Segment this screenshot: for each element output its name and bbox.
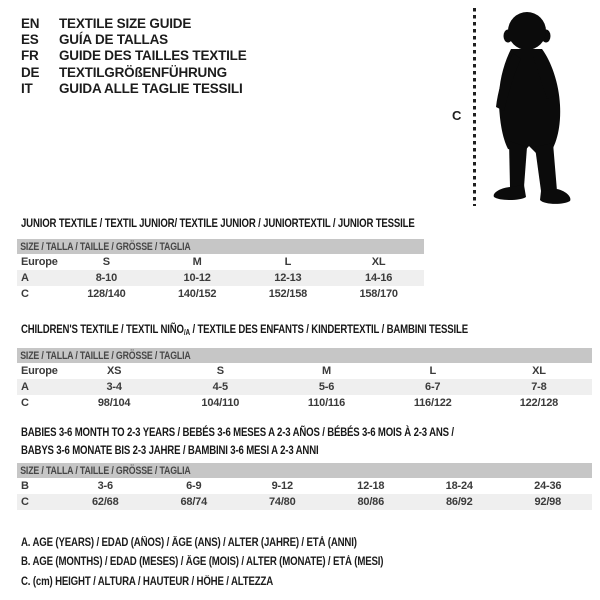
cell-value: M: [322, 365, 331, 377]
row-label: A: [21, 272, 29, 284]
cell-value: L: [284, 256, 292, 268]
footnote-c: C. (cm) HEIGHT / ALTURA / HAUTEUR / HÖHE…: [21, 575, 274, 588]
cell-value: XL: [371, 256, 386, 268]
language-title: GUIDA ALLE TAGLIE TESSILI: [59, 80, 243, 96]
title-line-1: BABIES 3-6 MONTH TO 2-3 YEARS / BEBÉS 3-…: [21, 425, 454, 439]
cell-value: 6-9: [186, 480, 202, 492]
cell-value: XL: [532, 365, 546, 377]
baby-silhouette-icon: [493, 12, 571, 204]
cell-value: M: [192, 256, 202, 268]
language-row-en: EN TEXTILE SIZE GUIDE: [21, 15, 247, 31]
row-label: C: [21, 496, 29, 508]
row-label: A: [21, 381, 29, 393]
language-title: TEXTILE SIZE GUIDE: [59, 15, 192, 31]
junior-table: SIZE / TALLA / TAILLE / GRÖSSE / TAGLIA …: [17, 239, 424, 302]
cell-value: 140/152: [177, 288, 217, 300]
cell-value: 92/98: [534, 496, 562, 508]
cell-value: S: [102, 256, 110, 268]
cell-value: 74/80: [268, 496, 296, 508]
cell-value: 116/122: [413, 397, 452, 409]
language-code: FR: [21, 48, 39, 64]
height-measure-label: C: [452, 108, 462, 123]
table-row-a: A 8-10 10-12 12-13 14-16: [17, 270, 424, 286]
table-row-a: A 3-4 4-5 5-6 6-7 7-8: [17, 379, 592, 395]
table-row-c: C 62/68 68/74 74/80 80/86 86/92 92/98: [17, 494, 592, 510]
cell-value: 62/68: [91, 496, 119, 508]
footnotes: A. AGE (YEARS) / EDAD (AÑOS) / ÂGE (ANS)…: [21, 537, 452, 595]
cell-value: 4-5: [212, 381, 229, 393]
row-label: C: [21, 288, 29, 300]
row-label: Europe: [21, 365, 58, 377]
title-text: CHILDREN'S TEXTILE / TEXTIL NIÑO: [21, 322, 184, 336]
cell-value: 8-10: [95, 272, 117, 284]
language-code: DE: [21, 64, 40, 80]
title-subscript: /A: [183, 328, 190, 337]
language-row-it: IT GUIDA ALLE TAGLIE TESSILI: [21, 80, 247, 96]
language-title: TEXTILGRÖßENFÜHRUNG: [59, 64, 227, 80]
junior-table-title: JUNIOR TEXTILE / TEXTIL JUNIOR/ TEXTILE …: [21, 216, 415, 230]
size-header-bar: SIZE / TALLA / TAILLE / GRÖSSE / TAGLIA: [17, 239, 424, 254]
cell-value: 3-4: [106, 381, 122, 393]
table-row-c: C 128/140 140/152 152/158 158/170: [17, 286, 424, 302]
cell-value: 68/74: [180, 496, 208, 508]
language-legend: EN TEXTILE SIZE GUIDE ES GUÍA DE TALLAS …: [21, 15, 247, 96]
children-table-title: CHILDREN'S TEXTILE / TEXTIL NIÑO/A / TEX…: [21, 322, 468, 337]
cell-value: 12-13: [274, 272, 302, 284]
table-row-b: B 3-6 6-9 9-12 12-18 18-24 24-36: [17, 478, 592, 494]
table-row-europe: Europe XS S M L XL: [17, 363, 592, 379]
size-header-label: SIZE / TALLA / TAILLE / GRÖSSE / TAGLIA: [20, 240, 191, 253]
size-header-bar: SIZE / TALLA / TAILLE / GRÖSSE / TAGLIA: [17, 463, 592, 478]
cell-value: 5-6: [318, 381, 335, 393]
cell-value: S: [216, 365, 224, 377]
cell-value: 86/92: [445, 496, 473, 508]
cell-value: 80/86: [357, 496, 385, 508]
title-line-2: BABYS 3-6 MONATE BIS 2-3 JAHRE / BAMBINI…: [21, 442, 319, 457]
cell-value: 12-18: [357, 480, 385, 492]
language-code: ES: [21, 31, 39, 47]
title-text: / TEXTILE DES ENFANTS / KINDERTEXTIL / B…: [189, 322, 468, 336]
cell-value: 98/104: [97, 397, 131, 409]
table-row-c: C 98/104 104/110 110/116 116/122 122/128: [17, 395, 592, 411]
cell-value: 152/158: [268, 288, 308, 300]
babies-table-title: BABIES 3-6 MONTH TO 2-3 YEARS / BEBÉS 3-…: [21, 424, 454, 459]
size-header-bar: SIZE / TALLA / TAILLE / GRÖSSE / TAGLIA: [17, 348, 592, 363]
cell-value: 158/170: [359, 288, 398, 300]
language-title: GUÍA DE TALLAS: [59, 31, 168, 47]
size-header-label: SIZE / TALLA / TAILLE / GRÖSSE / TAGLIA: [20, 349, 191, 362]
cell-value: 14-16: [365, 272, 393, 284]
cell-value: 104/110: [201, 397, 240, 409]
cell-value: 110/116: [307, 397, 346, 409]
children-table: SIZE / TALLA / TAILLE / GRÖSSE / TAGLIA …: [17, 348, 592, 411]
height-measure-dashed-line: [473, 8, 476, 206]
cell-value: 7-8: [531, 381, 547, 393]
language-title: GUIDE DES TAILLES TEXTILE: [59, 48, 247, 64]
cell-value: 24-36: [534, 480, 562, 492]
size-header-label: SIZE / TALLA / TAILLE / GRÖSSE / TAGLIA: [20, 464, 191, 477]
language-code: IT: [21, 80, 33, 96]
footnote-a: A. AGE (YEARS) / EDAD (AÑOS) / ÂGE (ANS)…: [21, 537, 357, 549]
cell-value: L: [429, 365, 436, 377]
language-row-fr: FR GUIDE DES TAILLES TEXTILE: [21, 48, 247, 64]
cell-value: 122/128: [519, 397, 559, 409]
footnote-b: B. AGE (MONTHS) / EDAD (MESES) / ÂGE (MO…: [21, 556, 384, 569]
row-label: B: [21, 480, 29, 492]
cell-value: 18-24: [445, 480, 473, 492]
cell-value: 3-6: [97, 480, 114, 492]
language-row-de: DE TEXTILGRÖßENFÜHRUNG: [21, 64, 247, 80]
table-row-europe: Europe S M L XL: [17, 254, 424, 270]
language-code: EN: [21, 15, 40, 31]
cell-value: 128/140: [87, 288, 126, 300]
babies-table: SIZE / TALLA / TAILLE / GRÖSSE / TAGLIA …: [17, 463, 592, 510]
cell-value: XS: [106, 365, 122, 377]
language-row-es: ES GUÍA DE TALLAS: [21, 31, 247, 47]
cell-value: 6-7: [425, 381, 441, 393]
cell-value: 9-12: [271, 480, 293, 492]
row-label: C: [21, 397, 29, 409]
cell-value: 10-12: [183, 272, 211, 284]
row-label: Europe: [21, 256, 58, 268]
